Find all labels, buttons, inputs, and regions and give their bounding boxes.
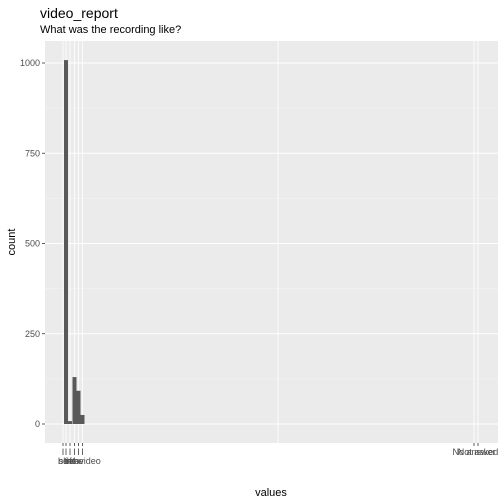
bars	[64, 60, 85, 424]
y-tick-label: 750	[25, 148, 40, 158]
y-tick-label: 1000	[20, 58, 40, 68]
plot-panel	[45, 41, 498, 443]
bar	[76, 390, 81, 424]
chart-subtitle: What was the recording like?	[40, 24, 182, 36]
x-tick-label: Not asked	[458, 447, 499, 457]
bar	[80, 414, 85, 424]
chart-title: video_report	[40, 5, 118, 21]
x-tick-label: No answer	[452, 447, 495, 457]
y-tick-label: 500	[25, 239, 40, 249]
x-axis-label: values	[255, 487, 287, 499]
y-axis-label: count	[6, 229, 18, 256]
bar	[68, 421, 72, 424]
y-axis-ticks: 0 250 500 750 1000	[20, 58, 45, 429]
bar	[72, 377, 77, 424]
bar	[64, 60, 68, 424]
y-tick-label: 0	[35, 419, 40, 429]
y-tick-label: 250	[25, 329, 40, 339]
